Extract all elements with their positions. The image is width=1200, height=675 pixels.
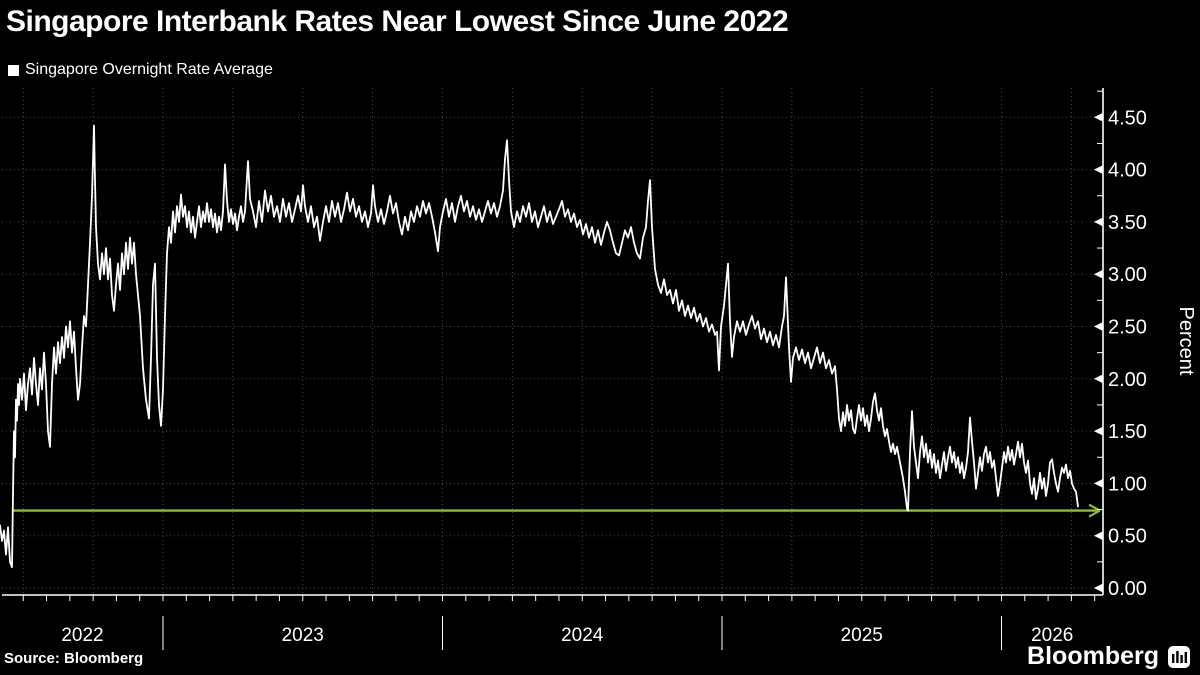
bloomberg-logo-icon [1168,645,1190,668]
axes [2,88,1104,596]
svg-text:3.50: 3.50 [1108,212,1147,234]
x-axis-month-ticks [22,595,1096,601]
data-line-sora [0,124,1079,568]
svg-text:1.00: 1.00 [1108,473,1147,495]
y-axis-title: Percent [1175,307,1197,376]
annotation-arrow [12,503,1101,518]
svg-text:2.00: 2.00 [1108,369,1147,391]
svg-text:4.00: 4.00 [1108,160,1147,182]
svg-text:2026: 2026 [1031,625,1073,646]
svg-text:4.50: 4.50 [1108,107,1147,129]
svg-text:2022: 2022 [61,625,103,646]
bloomberg-wordmark: Bloomberg [1027,642,1159,670]
svg-text:2023: 2023 [282,625,324,646]
horizontal-gridlines [2,116,1103,589]
x-axis-year-labels: 2022 2023 2024 2025 2026 [61,625,1073,646]
legend-label: Singapore Overnight Rate Average [25,61,273,78]
svg-text:0.50: 0.50 [1108,526,1147,548]
bloomberg-brand: Bloomberg [1027,642,1190,671]
y-axis-labels: 0.00 0.50 1.00 1.50 2.00 2.50 3.00 3.50 4.00 4.50 [1108,107,1147,600]
svg-text:2.50: 2.50 [1108,317,1147,339]
legend-swatch-icon [8,64,19,76]
x-axis-year-separators [162,616,1002,650]
vertical-gridlines [22,88,1072,595]
source-credit: Source: Bloomberg [4,650,144,667]
y-axis-major-ticks [1094,112,1103,593]
y-axis-minor-ticks [1097,90,1103,563]
svg-text:2024: 2024 [561,625,604,646]
svg-text:0.00: 0.00 [1108,578,1147,600]
svg-text:2025: 2025 [841,625,883,646]
svg-text:3.00: 3.00 [1108,264,1147,286]
chart-title: Singapore Interbank Rates Near Lowest Si… [6,5,789,38]
legend: Singapore Overnight Rate Average [8,61,273,79]
svg-text:1.50: 1.50 [1108,421,1147,443]
